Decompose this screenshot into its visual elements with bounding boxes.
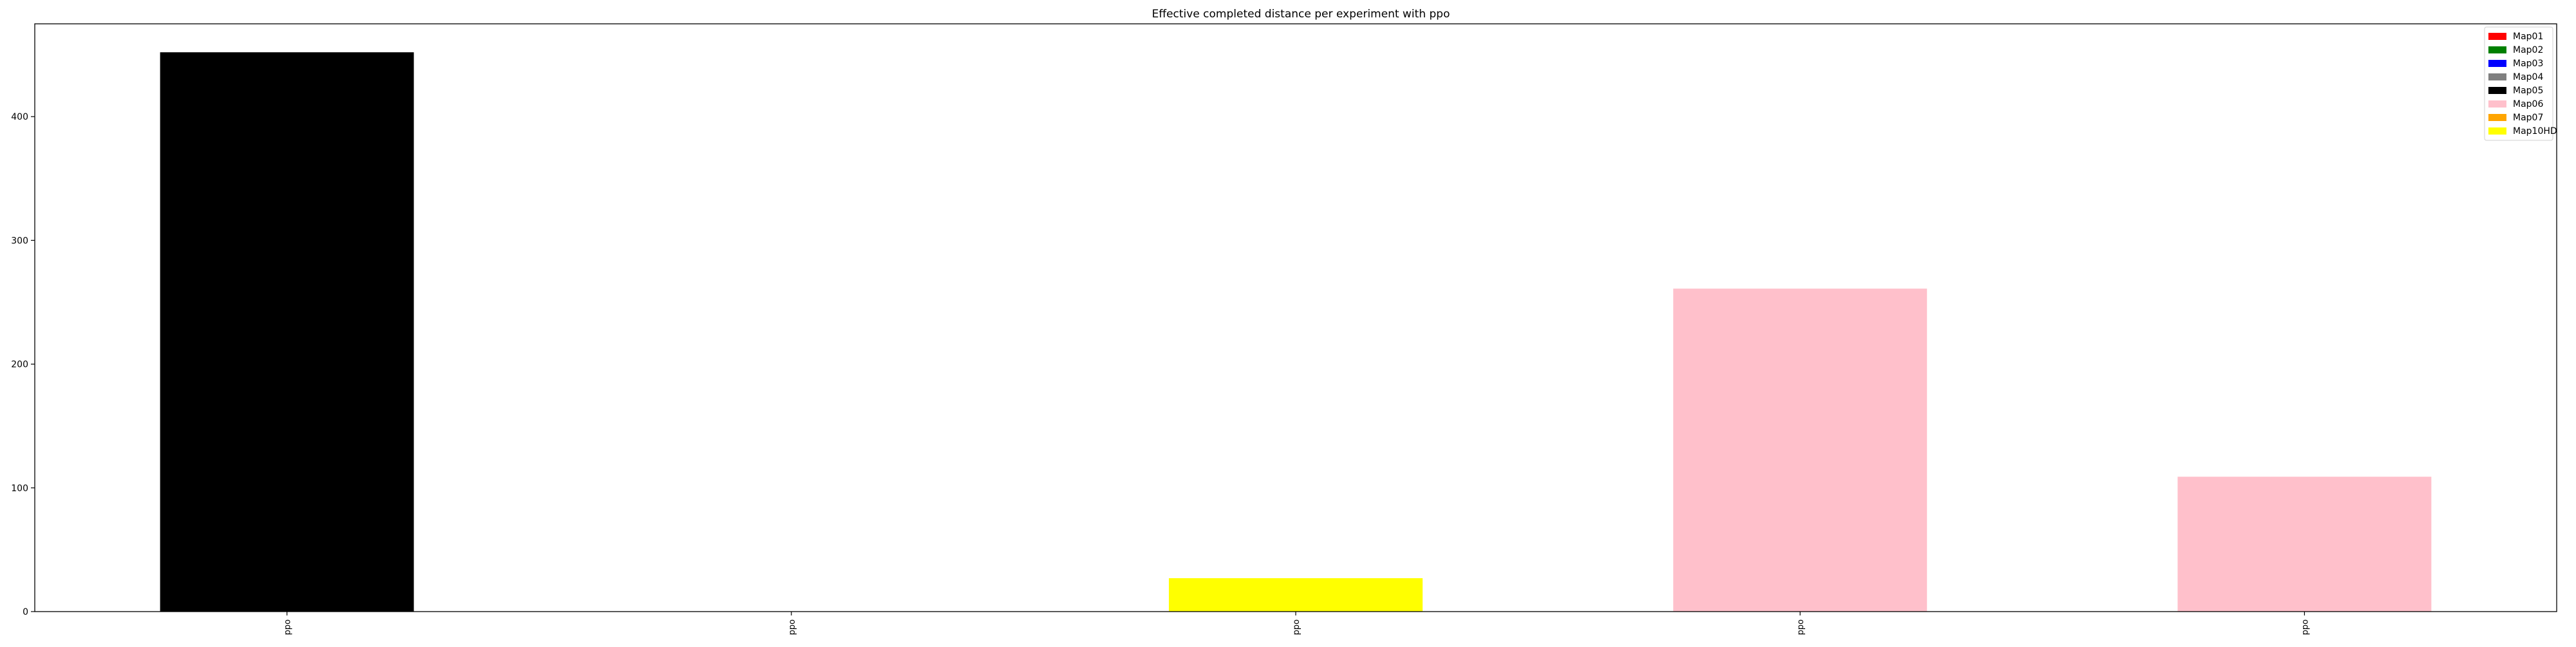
legend-swatch: [2488, 73, 2506, 80]
plot-frame: [34, 23, 2557, 612]
legend-label: Map06: [2513, 99, 2543, 109]
bar-3: [1169, 578, 1423, 612]
x-tick-label: ppo: [1796, 619, 1806, 635]
chart-title: Effective completed distance per experim…: [1152, 8, 1450, 21]
y-tick-label: 0: [23, 607, 28, 617]
legend-label: Map03: [2513, 59, 2543, 69]
legend-label: Map07: [2513, 113, 2543, 123]
legend: Map01 Map02 Map03 Map04 Map05 Map06 Map07 Map10…: [2484, 26, 2557, 141]
y-tick-label: 200: [11, 360, 28, 370]
x-tick-label: ppo: [1292, 619, 1302, 635]
legend-label: Map01: [2513, 32, 2543, 42]
bar-4: [1673, 288, 1927, 612]
legend-label: Map10HD: [2513, 126, 2557, 136]
legend-swatch: [2488, 60, 2506, 67]
bar-5: [2177, 476, 2432, 612]
legend-box: [2484, 26, 2553, 141]
x-tick-label: ppo: [2300, 619, 2310, 635]
y-tick-label: 400: [11, 112, 28, 122]
legend-swatch: [2488, 100, 2506, 108]
legend-label: Map02: [2513, 45, 2543, 55]
x-tick-label: ppo: [788, 619, 797, 635]
bars-layer: [160, 52, 2432, 612]
legend-label: Map04: [2513, 72, 2543, 82]
bar-1: [160, 52, 414, 612]
legend-swatch: [2488, 114, 2506, 121]
legend-swatch: [2488, 127, 2506, 135]
x-tick-label: ppo: [283, 619, 293, 635]
y-tick-label: 300: [11, 236, 28, 246]
x-axis: ppo ppo ppo ppo ppo: [283, 612, 2310, 635]
y-tick-label: 100: [11, 483, 28, 494]
legend-swatch: [2488, 46, 2506, 53]
legend-swatch: [2488, 87, 2506, 94]
y-axis: 0 100 200 300 400: [11, 112, 35, 617]
legend-swatch: [2488, 33, 2506, 40]
legend-label: Map05: [2513, 86, 2543, 96]
